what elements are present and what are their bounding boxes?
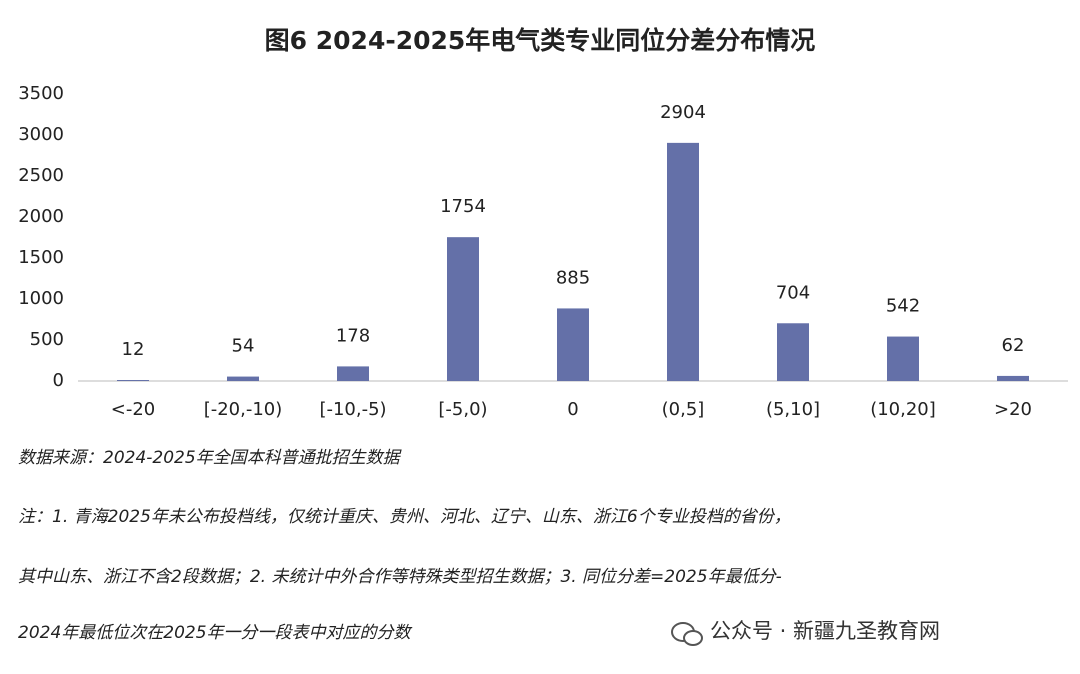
bar <box>777 323 809 381</box>
note-line: 注：1. 青海2025年未公布投档线，仅统计重庆、贵州、河北、辽宁、山东、浙江6… <box>18 507 791 527</box>
value-label: 62 <box>1002 335 1025 356</box>
bar <box>997 375 1029 381</box>
y-tick-label: 2500 <box>18 165 64 186</box>
note-line: 数据来源：2024-2025年全国本科普通批招生数据 <box>18 448 403 468</box>
footer-attribution: 公众号 · 新疆九圣教育网 <box>710 619 940 643</box>
x-tick-label: (10,20] <box>870 399 936 420</box>
x-tick-label: (5,10] <box>766 399 820 420</box>
bar <box>447 237 479 381</box>
x-tick-label: 0 <box>567 399 578 420</box>
x-tick-label: <-20 <box>111 399 155 420</box>
y-tick-label: 500 <box>30 329 64 350</box>
y-tick-label: 0 <box>53 370 64 391</box>
value-label: 12 <box>122 339 145 360</box>
bar <box>117 380 149 381</box>
x-tick-label: [-5,0) <box>438 399 487 420</box>
bar <box>667 142 699 381</box>
bar <box>227 376 259 381</box>
x-tick-label: (0,5] <box>662 399 705 420</box>
value-label: 542 <box>886 296 920 317</box>
value-label: 178 <box>336 325 370 346</box>
note-line: 其中山东、浙江不含2段数据；2. 未统计中外合作等特殊类型招生数据；3. 同位分… <box>18 567 782 587</box>
y-tick-label: 1000 <box>18 288 64 309</box>
bar <box>887 336 919 381</box>
y-tick-label: 3500 <box>18 83 64 104</box>
value-label: 704 <box>776 282 810 303</box>
x-tick-label: [-20,-10) <box>204 399 283 420</box>
value-label: 885 <box>556 267 590 288</box>
value-label: 1754 <box>440 196 486 217</box>
x-tick-label: [-10,-5) <box>319 399 386 420</box>
chart-title: 图6 2024-2025年电气类专业同位分差分布情况 <box>265 26 816 55</box>
y-tick-label: 2000 <box>18 206 64 227</box>
bar <box>557 308 589 381</box>
y-tick-label: 1500 <box>18 247 64 268</box>
wechat-icon <box>671 622 703 646</box>
value-label: 2904 <box>660 102 706 123</box>
value-label: 54 <box>232 336 255 357</box>
y-tick-label: 3000 <box>18 124 64 145</box>
x-tick-label: >20 <box>994 399 1032 420</box>
bar <box>337 366 369 381</box>
note-line: 2024年最低位次在2025年一分一段表中对应的分数 <box>18 623 413 643</box>
